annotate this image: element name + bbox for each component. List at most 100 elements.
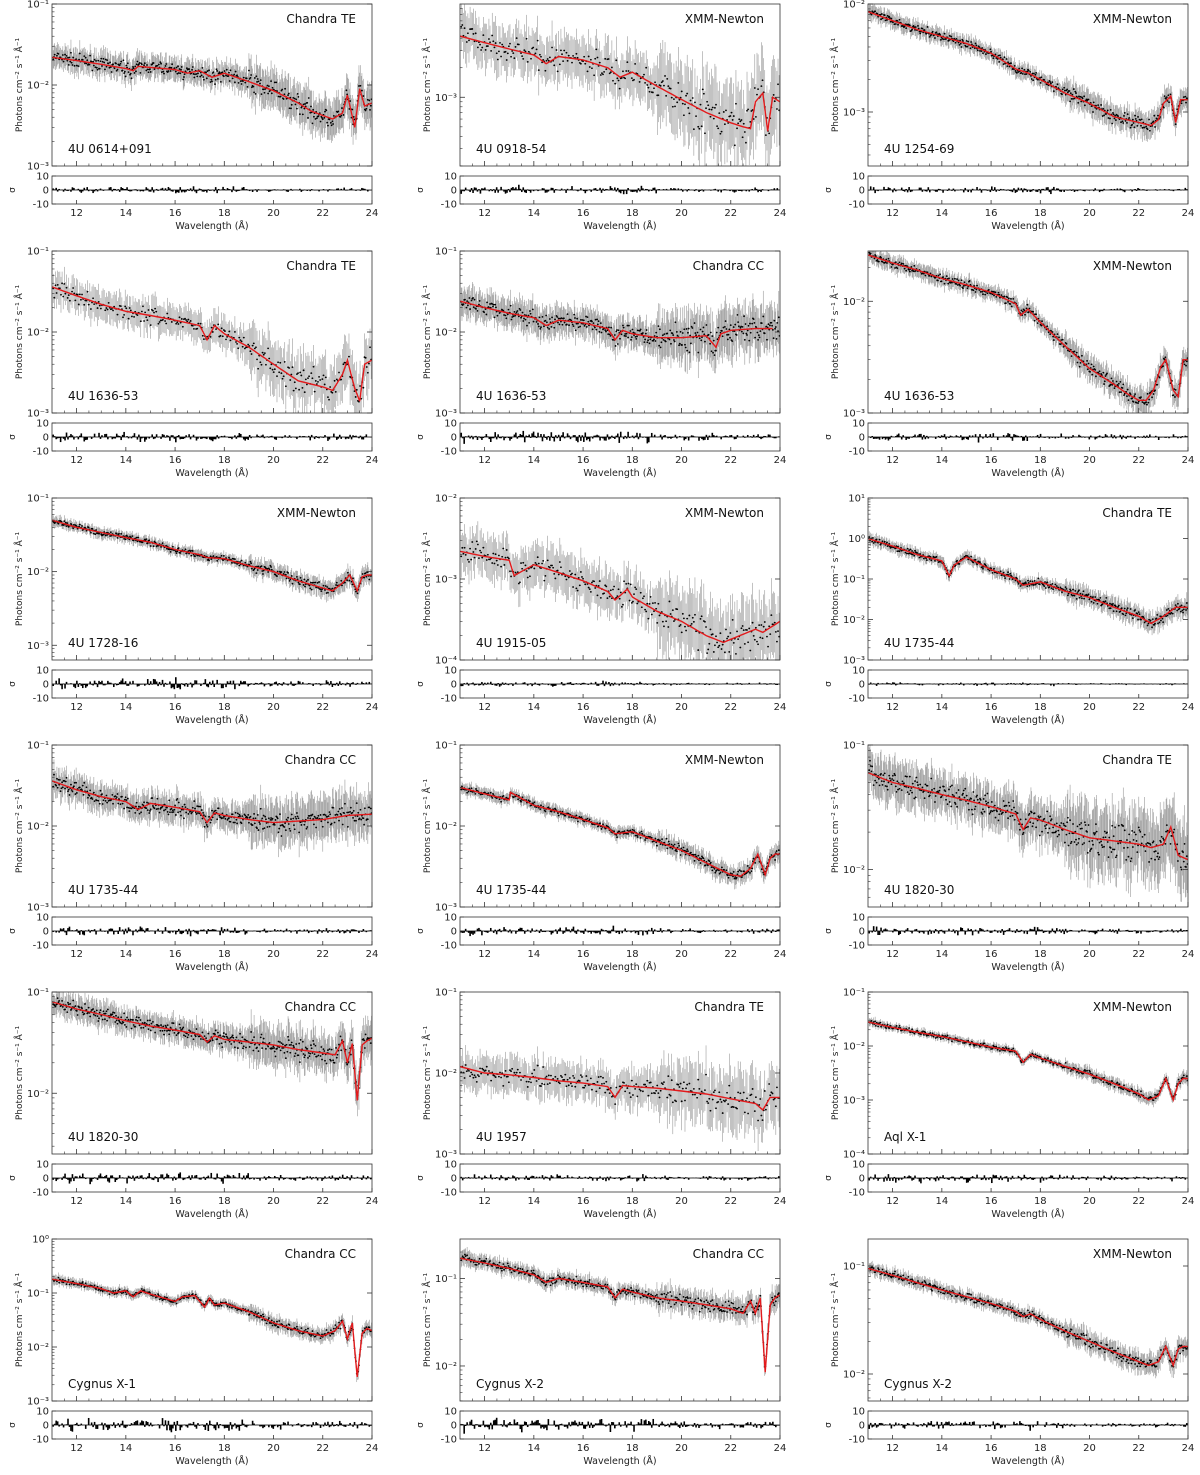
data-point <box>211 327 213 329</box>
data-point <box>716 125 718 127</box>
residual-axis-label: σ <box>824 187 834 193</box>
data-point <box>1075 92 1077 94</box>
data-point <box>694 332 696 334</box>
data-point <box>1154 126 1156 128</box>
data-point <box>687 107 689 109</box>
data-point <box>500 56 502 58</box>
error-bars <box>53 40 371 145</box>
data-point <box>320 121 322 123</box>
data-point <box>687 332 689 334</box>
data-point <box>981 50 983 52</box>
data-point <box>501 44 503 46</box>
data-point <box>899 19 901 21</box>
data-point <box>97 307 99 309</box>
data-point <box>545 320 547 322</box>
data-point <box>241 340 243 342</box>
data-point <box>532 308 534 310</box>
data-point <box>142 305 144 307</box>
data-point <box>302 113 304 115</box>
data-point <box>242 346 244 348</box>
data-point <box>686 93 688 95</box>
data-point <box>94 59 96 61</box>
data-point <box>546 321 548 323</box>
data-point <box>539 54 541 56</box>
data-point <box>703 333 705 335</box>
data-point <box>745 323 747 325</box>
data-point <box>477 47 479 49</box>
data-point <box>93 303 95 305</box>
data-point <box>467 32 469 34</box>
data-point <box>327 396 329 398</box>
data-point <box>165 323 167 325</box>
data-point <box>505 51 507 53</box>
data-point <box>683 114 685 116</box>
data-point <box>328 399 330 401</box>
data-point <box>586 326 588 328</box>
data-point <box>160 63 162 65</box>
data-point <box>203 79 205 81</box>
data-point <box>766 339 768 341</box>
data-point <box>697 332 699 334</box>
data-point <box>307 377 309 379</box>
data-point <box>632 329 634 331</box>
data-point <box>153 312 155 314</box>
x-tick-label: 22 <box>316 455 329 466</box>
data-point <box>468 39 470 41</box>
data-point <box>506 59 508 61</box>
data-point <box>528 51 530 53</box>
data-point <box>584 325 586 327</box>
data-point <box>672 332 674 334</box>
data-point <box>748 340 750 342</box>
data-point <box>107 309 109 311</box>
data-point <box>250 74 252 76</box>
data-point <box>507 52 509 54</box>
data-point <box>629 330 631 332</box>
data-point <box>673 98 675 100</box>
data-point <box>196 76 198 78</box>
data-point <box>600 74 602 76</box>
data-point <box>214 83 216 85</box>
data-point <box>312 377 314 379</box>
data-point <box>175 71 177 73</box>
data-point <box>1131 124 1133 126</box>
data-point <box>230 69 232 71</box>
data-point <box>773 94 775 96</box>
data-point <box>598 331 600 333</box>
data-point <box>488 38 490 40</box>
data-point <box>1109 118 1111 120</box>
data-point <box>479 44 481 46</box>
data-point <box>1100 104 1102 106</box>
data-point <box>614 334 616 336</box>
x-tick-label: 18 <box>626 208 639 219</box>
data-point <box>621 333 623 335</box>
data-point <box>741 331 743 333</box>
data-point <box>682 332 684 334</box>
data-point <box>183 76 185 78</box>
data-point <box>475 308 477 310</box>
data-point <box>700 104 702 106</box>
data-point <box>706 101 708 103</box>
data-point <box>742 333 744 335</box>
data-point <box>85 57 87 59</box>
data-point <box>273 371 275 373</box>
data-point <box>490 50 492 52</box>
data-point <box>961 46 963 48</box>
x-axis-label: Wavelength (Å) <box>991 220 1064 232</box>
data-point <box>551 47 553 49</box>
data-point <box>627 337 629 339</box>
data-point <box>267 93 269 95</box>
source-label: 4U 0614+091 <box>68 142 152 156</box>
data-point <box>302 387 304 389</box>
data-point <box>551 316 553 318</box>
data-point <box>128 71 130 73</box>
data-point <box>67 297 69 299</box>
data-point <box>185 319 187 321</box>
x-tick-label: 12 <box>478 208 491 219</box>
data-point <box>89 55 91 57</box>
data-point <box>149 68 151 70</box>
data-point <box>150 71 152 73</box>
y-axis-label: Photons cm⁻² s⁻¹ Å⁻¹ <box>13 37 25 132</box>
data-point <box>958 44 960 46</box>
